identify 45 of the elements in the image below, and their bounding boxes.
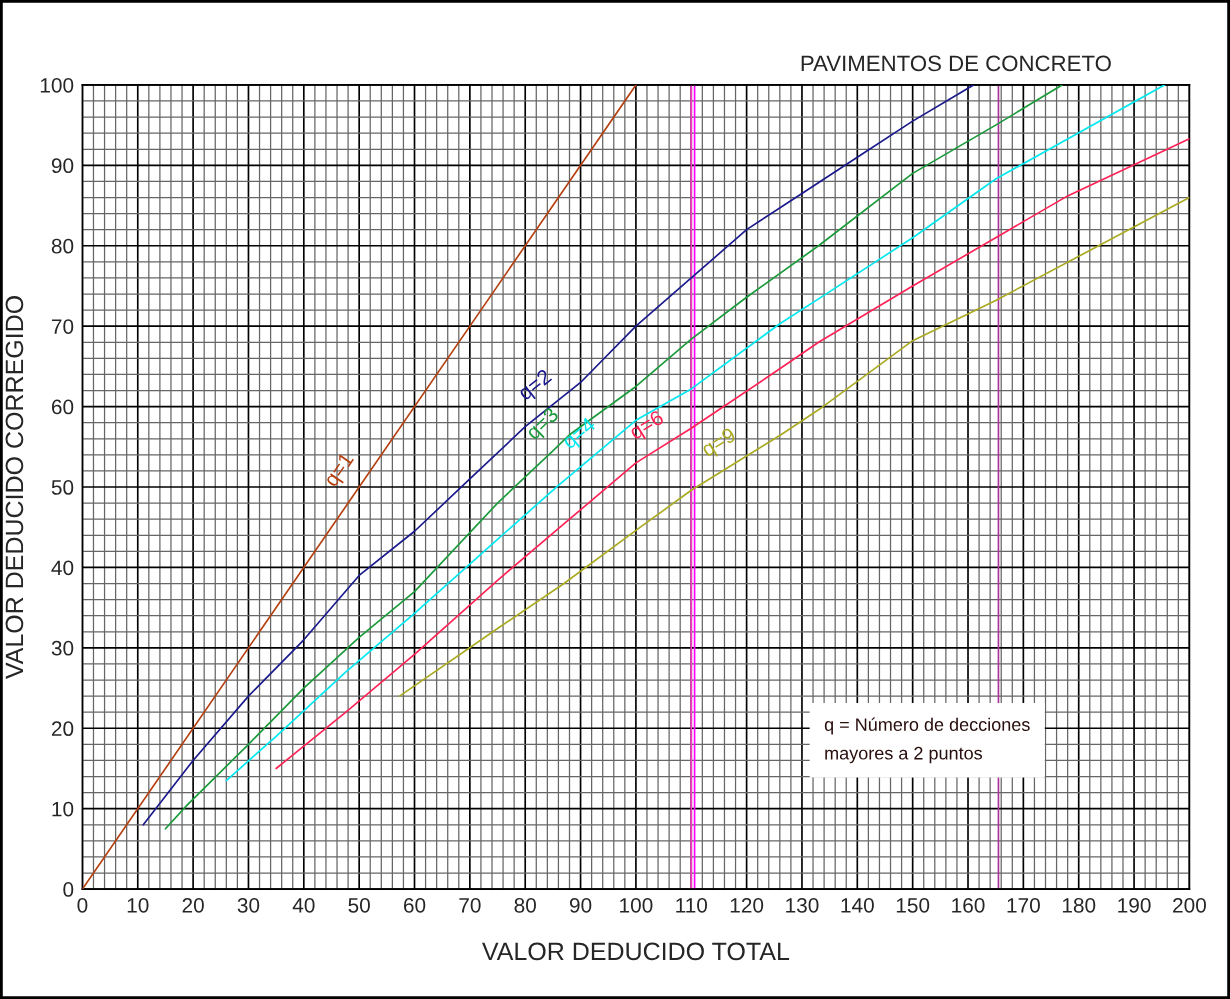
y-tick-label: 60: [51, 399, 74, 415]
y-tick-label: 80: [51, 238, 74, 254]
x-tick-label: 180: [1062, 897, 1096, 913]
y-axis-title: VALOR DEDUCIDO CORREGIDO: [5, 296, 24, 680]
text: q=2: [516, 368, 555, 404]
x-tick-label: 200: [1173, 897, 1206, 913]
x-tick-label: 150: [896, 897, 930, 913]
x-tick-label: 130: [786, 897, 819, 913]
x-tick-label: 190: [1118, 897, 1151, 913]
x-tick-label: 40: [292, 897, 315, 913]
x-tick-label: 60: [403, 897, 426, 913]
line-series: [398, 196, 1190, 697]
y-tick-label: 30: [51, 640, 74, 656]
text: q=6: [628, 409, 667, 444]
line-series: [275, 137, 1190, 770]
y-tick-label: 0: [63, 882, 74, 897]
x-tick-label: 20: [182, 897, 204, 913]
x-tick-label: 10: [127, 897, 149, 913]
annotation: q = Número de decciones mayores a 2 puntos: [824, 717, 1030, 764]
x-tick-label: 100: [620, 897, 653, 913]
y-tick-label: 100: [40, 77, 74, 93]
x-tick-label: 70: [459, 897, 481, 913]
text: q=1: [323, 451, 358, 490]
x-tick-label: 120: [730, 897, 764, 913]
y-tick-label: 10: [52, 801, 74, 817]
y-tick-label: 40: [51, 560, 74, 576]
x-tick-label: 90: [569, 897, 592, 913]
x-tick-label: 80: [514, 897, 536, 913]
x-tick-label: 170: [1007, 897, 1040, 913]
chart-title: PAVIMENTOS DE CONCRETO: [801, 55, 1111, 72]
x-tick-label: 0: [77, 897, 88, 913]
y-tick-label: 90: [51, 158, 74, 174]
x-tick-label: 30: [237, 897, 260, 913]
x-tick-label: 50: [348, 897, 370, 913]
y-tick-label: 70: [51, 319, 74, 334]
x-axis-title: VALOR DEDUCIDO TOTAL: [482, 942, 790, 961]
x-tick-label: 140: [841, 897, 874, 913]
text: q=4: [561, 416, 600, 453]
x-tick-label: 160: [952, 897, 985, 913]
x-tick-label: 110: [676, 897, 708, 913]
y-tick-label: 50: [51, 480, 74, 495]
line-series: [225, 84, 1166, 782]
text: q=3: [524, 406, 563, 444]
text: q=9: [700, 426, 739, 461]
y-tick-label: 20: [51, 721, 74, 737]
